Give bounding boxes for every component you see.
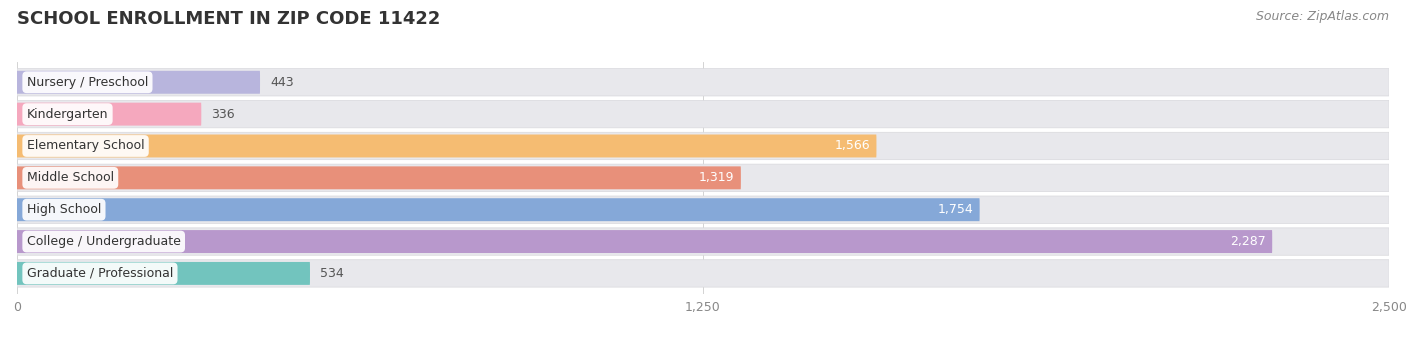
Text: SCHOOL ENROLLMENT IN ZIP CODE 11422: SCHOOL ENROLLMENT IN ZIP CODE 11422 [17,10,440,28]
Text: Middle School: Middle School [27,171,114,184]
FancyBboxPatch shape [17,132,1389,160]
FancyBboxPatch shape [17,198,980,221]
Text: Source: ZipAtlas.com: Source: ZipAtlas.com [1256,10,1389,23]
Text: Graduate / Professional: Graduate / Professional [27,267,173,280]
FancyBboxPatch shape [17,230,1272,253]
Text: Elementary School: Elementary School [27,140,145,153]
FancyBboxPatch shape [17,68,1389,96]
Text: 534: 534 [321,267,343,280]
FancyBboxPatch shape [17,166,741,189]
Text: 2,287: 2,287 [1230,235,1265,248]
FancyBboxPatch shape [17,260,1389,287]
FancyBboxPatch shape [17,228,1389,255]
Text: 336: 336 [211,108,235,121]
Text: High School: High School [27,203,101,216]
Text: 1,754: 1,754 [938,203,973,216]
FancyBboxPatch shape [17,134,876,157]
Text: College / Undergraduate: College / Undergraduate [27,235,180,248]
Text: 1,319: 1,319 [699,171,734,184]
FancyBboxPatch shape [17,103,201,126]
FancyBboxPatch shape [17,71,260,94]
Text: Kindergarten: Kindergarten [27,108,108,121]
FancyBboxPatch shape [17,164,1389,192]
FancyBboxPatch shape [17,196,1389,223]
FancyBboxPatch shape [17,101,1389,128]
Text: 1,566: 1,566 [834,140,870,153]
FancyBboxPatch shape [17,262,309,285]
Text: Nursery / Preschool: Nursery / Preschool [27,76,148,89]
Text: 443: 443 [270,76,294,89]
